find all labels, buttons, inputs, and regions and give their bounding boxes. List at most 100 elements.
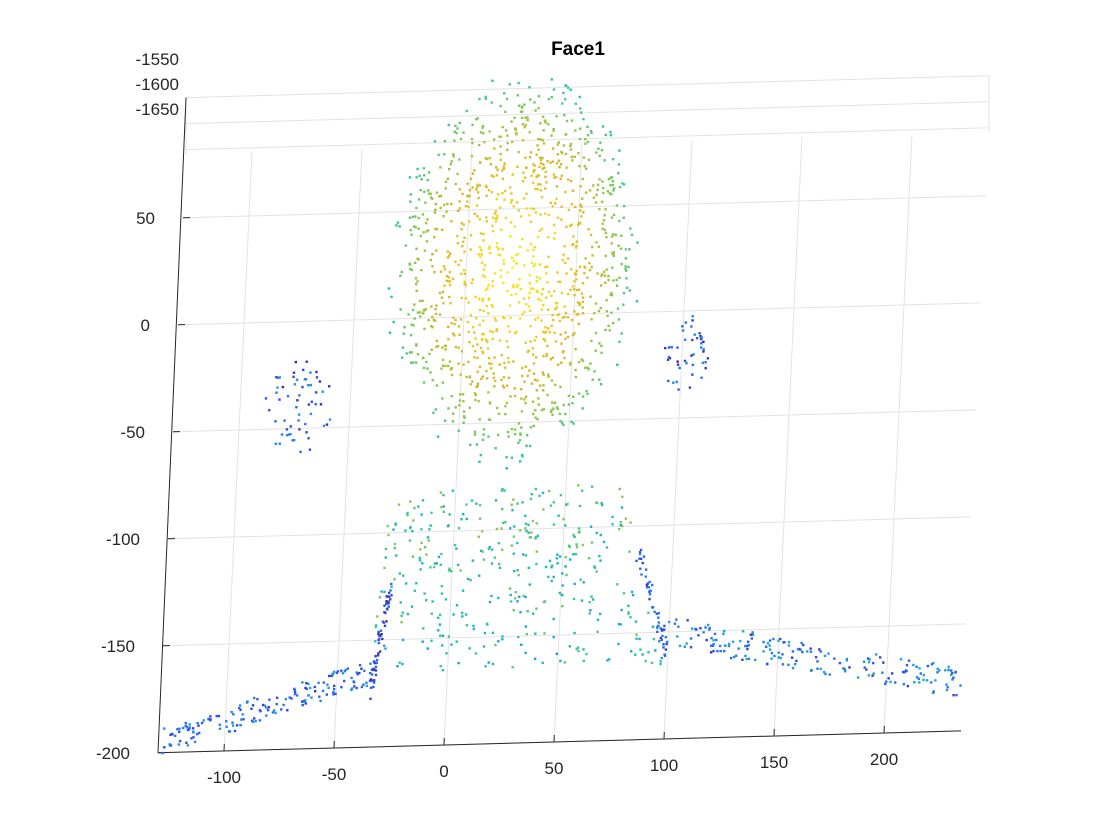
- data-point: [578, 137, 582, 141]
- data-point: [281, 385, 284, 389]
- data-point: [562, 144, 566, 147]
- data-point: [419, 568, 422, 571]
- data-point: [641, 561, 644, 565]
- data-point: [611, 515, 614, 519]
- data-point: [510, 120, 513, 123]
- data-point: [622, 592, 626, 595]
- data-point: [624, 267, 627, 271]
- data-point: [550, 78, 553, 81]
- data-point: [536, 316, 540, 319]
- data-point: [537, 137, 540, 141]
- data-point: [503, 92, 506, 95]
- x-grid-line: [223, 151, 253, 752]
- data-point: [462, 400, 465, 403]
- data-point: [491, 284, 494, 288]
- data-point: [557, 141, 560, 144]
- data-point: [737, 647, 740, 650]
- data-point: [596, 272, 599, 275]
- data-point: [581, 197, 584, 200]
- data-point: [565, 272, 568, 275]
- data-point: [446, 250, 449, 253]
- data-point: [527, 566, 530, 570]
- data-point: [456, 209, 460, 212]
- data-point: [529, 243, 533, 246]
- data-point: [552, 127, 555, 131]
- data-point: [664, 636, 668, 639]
- data-point: [570, 420, 573, 423]
- data-point: [467, 577, 470, 581]
- data-point: [435, 304, 438, 307]
- data-point: [438, 623, 442, 626]
- data-point: [574, 129, 577, 132]
- data-point: [552, 318, 555, 322]
- data-point: [468, 341, 471, 344]
- data-point: [627, 604, 630, 607]
- data-point: [598, 154, 601, 158]
- data-point: [547, 575, 550, 579]
- data-point: [429, 258, 433, 262]
- data-point: [535, 175, 538, 179]
- data-point: [547, 308, 550, 311]
- data-point: [570, 155, 573, 159]
- data-point: [579, 209, 582, 212]
- data-point: [816, 660, 819, 663]
- data-point: [515, 330, 518, 333]
- data-point: [509, 201, 513, 204]
- data-point: [406, 513, 409, 517]
- data-point: [419, 315, 422, 318]
- data-point: [522, 171, 525, 174]
- data-point: [871, 674, 874, 677]
- data-point: [228, 730, 232, 733]
- data-point: [487, 312, 490, 315]
- data-point: [491, 337, 494, 341]
- data-point: [407, 313, 410, 316]
- data-point: [521, 501, 524, 504]
- data-point: [197, 724, 200, 727]
- data-point: [408, 216, 412, 219]
- data-point: [555, 557, 558, 560]
- data-point: [501, 192, 504, 195]
- data-point: [437, 629, 440, 632]
- data-point: [517, 441, 520, 445]
- data-point: [510, 456, 514, 459]
- data-point: [478, 503, 482, 507]
- data-point: [439, 166, 442, 169]
- data-point: [802, 643, 805, 647]
- data-point: [512, 360, 515, 363]
- data-point: [543, 119, 547, 122]
- data-point: [576, 301, 580, 304]
- data-point: [481, 298, 484, 301]
- data-point: [263, 704, 267, 707]
- data-point: [619, 523, 622, 527]
- data-point: [447, 338, 450, 341]
- data-point: [765, 662, 769, 666]
- data-point: [547, 98, 551, 101]
- data-point: [531, 519, 535, 523]
- data-point: [304, 702, 307, 705]
- data-point: [445, 652, 448, 655]
- data-point: [523, 103, 526, 106]
- data-point: [305, 360, 308, 363]
- data-point: [638, 557, 641, 560]
- data-point: [532, 163, 535, 166]
- data-point: [547, 123, 550, 126]
- data-point: [513, 394, 517, 398]
- data-point: [506, 290, 509, 293]
- data-point: [543, 632, 546, 635]
- data-point: [310, 696, 313, 699]
- data-point: [477, 535, 480, 538]
- data-point: [495, 330, 498, 333]
- data-point: [478, 574, 481, 577]
- data-point: [513, 116, 516, 119]
- data-point: [292, 375, 295, 378]
- data-point: [519, 432, 522, 435]
- data-point: [520, 388, 523, 391]
- data-point: [524, 401, 527, 405]
- data-point: [421, 640, 424, 643]
- data-point: [692, 353, 695, 356]
- data-point: [683, 359, 687, 363]
- data-point: [944, 669, 947, 672]
- data-point: [163, 746, 166, 749]
- data-point: [559, 163, 563, 166]
